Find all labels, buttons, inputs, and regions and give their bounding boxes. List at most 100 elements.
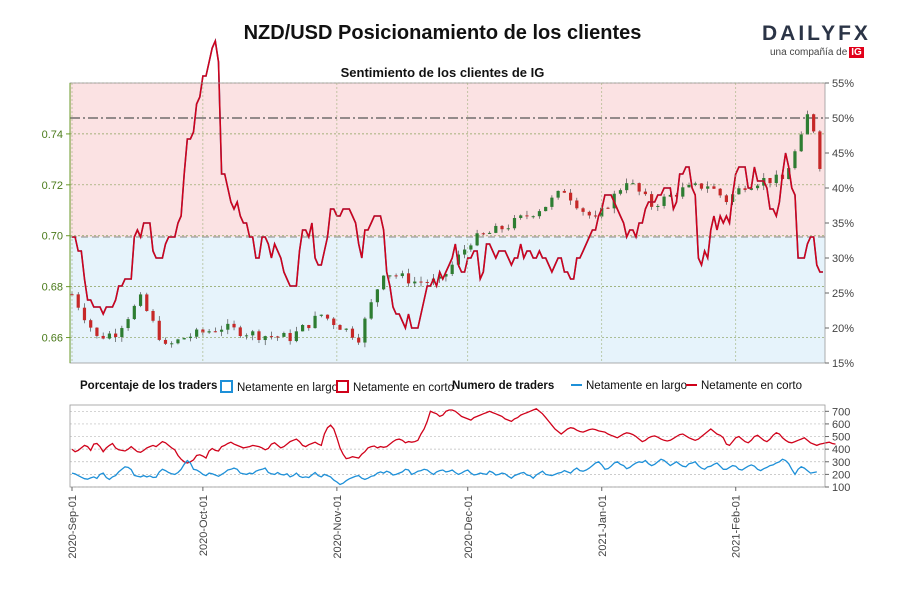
- candle-body: [469, 245, 473, 250]
- net-short-count-line: [71, 408, 836, 464]
- count-tick-label: 200: [832, 469, 850, 481]
- net-short-pct-line: [72, 38, 823, 331]
- candle-body: [737, 188, 741, 195]
- candle-body: [413, 281, 417, 284]
- candle-body: [749, 188, 753, 190]
- net-short-zone: [70, 83, 825, 237]
- candle-body: [444, 274, 448, 277]
- candle-body: [157, 320, 161, 340]
- pct-tick-label: 15%: [832, 358, 854, 370]
- legend-pct-long-label: Netamente en largo: [237, 382, 339, 394]
- dailyfx-logo[interactable]: DAILYFX una compañía de IG: [762, 22, 872, 58]
- candle-body: [699, 183, 704, 189]
- candle-body: [618, 190, 623, 194]
- candle-body: [89, 320, 93, 328]
- candle-body: [300, 325, 305, 332]
- candle-body: [188, 336, 193, 339]
- candle-body: [544, 206, 548, 212]
- candle-body: [799, 134, 803, 152]
- candle-body: [494, 225, 498, 233]
- count-tick-label: 300: [832, 457, 850, 469]
- chart-subtitle: Sentimiento de los clientes de IG: [340, 65, 545, 80]
- logo-tagline-text: una compañía de: [770, 47, 848, 58]
- logo-tagline: una compañía de IG: [770, 47, 872, 58]
- candle-body: [282, 333, 286, 337]
- pct-tick-label: 50%: [832, 113, 854, 125]
- chart-title: NZD/USD Posicionamiento de los clientes: [243, 22, 642, 44]
- candle-body: [500, 225, 504, 230]
- candle-body: [419, 281, 423, 283]
- candle-body: [145, 294, 149, 311]
- candle-body: [593, 215, 598, 217]
- count-tick-label: 400: [832, 444, 850, 456]
- sentiment-lines: [72, 38, 823, 331]
- candle-body: [288, 333, 292, 342]
- candle-body: [170, 343, 174, 345]
- candle-body: [226, 323, 230, 330]
- candle-body: [625, 183, 629, 191]
- trader-count-lines: [71, 408, 836, 486]
- candle-body: [244, 335, 249, 337]
- x-axis: 2020-Sep-01 2020-Oct-01 2020-Nov-01 2020-De…: [67, 83, 743, 559]
- candle-body: [575, 200, 579, 209]
- candle-body: [82, 307, 87, 321]
- candle-body: [138, 294, 143, 306]
- candle-body: [132, 305, 136, 320]
- candle-body: [637, 183, 641, 192]
- candle-body: [562, 190, 566, 193]
- legend-short-line-icon: [686, 384, 697, 386]
- candle-body: [70, 294, 74, 296]
- candle-body: [151, 310, 155, 321]
- candle-body: [693, 183, 697, 185]
- legend-pct-title: Porcentaje de los traders: [80, 380, 218, 392]
- legend-num-long: Netamente en largo: [571, 380, 687, 392]
- candle-body: [774, 174, 778, 184]
- candle-body: [394, 275, 398, 277]
- candle-body: [768, 177, 772, 184]
- pct-tick-label: 30%: [832, 253, 854, 265]
- candle-body: [176, 339, 180, 344]
- legend-long-box-icon: [220, 380, 233, 393]
- logo-wordmark: DAILYFX: [762, 22, 871, 45]
- legend-short-box-icon: [336, 380, 349, 393]
- pct-tick-label: 35%: [832, 218, 854, 230]
- candle-body: [463, 249, 467, 255]
- candle-body: [307, 325, 311, 329]
- candle-body: [606, 207, 610, 209]
- date-tick-label: 2021-Jan-01: [597, 495, 609, 557]
- upper-axes: 0.74 0.72 0.70 0.68 0.66 55% 50% 45% 40% 35% 30% 25…: [42, 78, 855, 370]
- legend-long-line-icon: [571, 384, 582, 386]
- candle-body: [718, 188, 722, 196]
- date-tick-label: 2021-Feb-01: [731, 495, 743, 558]
- legend-pct-long: Netamente en largo: [220, 380, 338, 394]
- candle-body: [743, 188, 747, 190]
- lower-grid: [70, 410, 825, 488]
- candle-body: [213, 331, 217, 333]
- candle-body: [388, 275, 392, 277]
- candle-body: [556, 190, 560, 198]
- candle-body: [276, 336, 280, 338]
- legend-num-short: Netamente en corto: [686, 380, 802, 392]
- candle-body: [519, 215, 523, 219]
- ig-badge: IG: [849, 47, 864, 58]
- candle-body: [357, 337, 361, 343]
- candle-body: [631, 183, 635, 185]
- candle-body: [195, 329, 199, 337]
- candle-body: [114, 333, 118, 338]
- candle-body: [668, 194, 672, 197]
- legend: Porcentaje de los traders Netamente en l…: [80, 380, 820, 394]
- price-tick-label: 0.74: [42, 129, 63, 141]
- price-tick-label: 0.68: [42, 282, 63, 294]
- candle-body: [269, 336, 274, 338]
- candle-body: [325, 314, 330, 319]
- lower-frame: [69, 404, 826, 488]
- candle-body: [706, 186, 710, 189]
- pct-tick-label: 55%: [832, 78, 854, 90]
- candle-body: [425, 281, 429, 283]
- candle-body: [257, 331, 261, 341]
- candle-body: [382, 275, 386, 290]
- candle-body: [182, 338, 186, 340]
- candle-body: [818, 131, 822, 169]
- candle-body: [126, 319, 130, 329]
